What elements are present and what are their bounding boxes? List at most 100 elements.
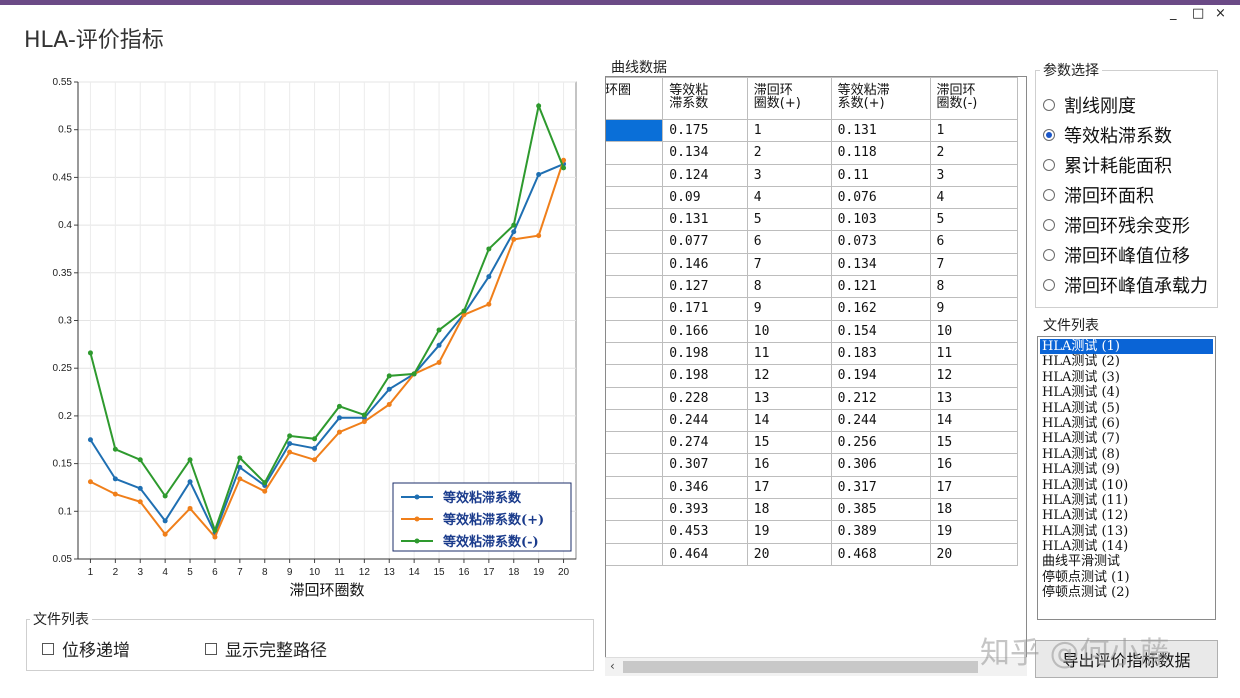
table-header-cell[interactable]: 等效粘滞 系数(+)	[830, 77, 931, 120]
radio-option[interactable]: 等效粘滞系数	[1043, 122, 1172, 148]
radio-button-icon[interactable]	[1043, 189, 1055, 201]
table-cell[interactable]: 3	[746, 163, 832, 187]
table-cell[interactable]	[606, 453, 664, 477]
table-cell[interactable]: 8	[929, 275, 1019, 299]
table-cell[interactable]	[606, 163, 664, 187]
table-cell[interactable]: 15	[929, 431, 1019, 455]
checkbox-displacement-increment[interactable]: 位移递增	[42, 636, 130, 661]
list-item[interactable]: HLA测试 (6)	[1042, 415, 1120, 431]
list-item[interactable]: 停顿点测试 (1)	[1042, 569, 1130, 585]
table-cell[interactable]: 0.146	[662, 252, 748, 277]
table-row[interactable]: 0.175 1 0.131 1	[606, 118, 1019, 143]
table-header-cell[interactable]: 滞回环 圈数(-)	[929, 77, 1019, 120]
table-cell[interactable]: 0.171	[662, 297, 748, 321]
list-item[interactable]: HLA测试 (8)	[1042, 446, 1120, 462]
table-cell[interactable]	[606, 319, 664, 343]
list-item[interactable]: 曲线平滑测试	[1042, 554, 1121, 570]
table-cell[interactable]: 6	[746, 230, 832, 254]
table-row[interactable]: 0.274 15 0.256 15	[606, 431, 1019, 455]
table-cell[interactable]: 0.118	[830, 141, 931, 165]
table-cell[interactable]: 5	[929, 208, 1019, 232]
table-cell[interactable]: 12	[746, 364, 832, 388]
table-row[interactable]: 0.228 13 0.212 13	[606, 386, 1019, 410]
table-cell[interactable]	[606, 542, 664, 566]
table-cell[interactable]: 0.09	[662, 185, 748, 210]
table-row[interactable]: 0.198 12 0.194 12	[606, 364, 1019, 388]
table-cell[interactable]: 0.194	[830, 364, 931, 388]
file-listbox[interactable]: HLA测试 (1) HLA测试 (2) HLA测试 (3) HLA测试 (4) HLA测…	[1037, 336, 1216, 620]
table-cell[interactable]: 0.076	[830, 185, 931, 210]
table-cell[interactable]: 0.198	[662, 364, 748, 388]
table-row[interactable]: 0.393 18 0.385 18	[606, 498, 1019, 522]
list-item[interactable]: HLA测试 (12)	[1042, 508, 1129, 524]
scrollbar-thumb[interactable]	[623, 661, 978, 673]
table-cell[interactable]: 17	[746, 475, 832, 500]
table-cell[interactable]: 0.183	[830, 341, 931, 366]
table-row[interactable]: 0.307 16 0.306 16	[606, 453, 1019, 477]
list-item[interactable]: HLA测试 (11)	[1042, 492, 1129, 508]
table-row[interactable]: 0.146 7 0.134 7	[606, 252, 1019, 277]
table-cell[interactable]: 0.175	[662, 118, 748, 143]
table-header-cell[interactable]: 环圈	[606, 77, 664, 120]
radio-button-icon[interactable]	[1043, 279, 1055, 291]
table-cell[interactable]: 17	[929, 475, 1019, 500]
table-cell[interactable]: 20	[746, 542, 832, 566]
table-cell[interactable]: 0.103	[830, 208, 931, 232]
table-cell[interactable]: 0.127	[662, 275, 748, 299]
table-cell[interactable]: 0.131	[662, 208, 748, 232]
list-item[interactable]: HLA测试 (13)	[1042, 523, 1129, 539]
table-cell[interactable]: 9	[746, 297, 832, 321]
table-cell[interactable]: 0.212	[830, 386, 931, 410]
table-cell[interactable]: 2	[746, 141, 832, 165]
table-cell[interactable]: 12	[929, 364, 1019, 388]
table-cell[interactable]	[606, 475, 664, 500]
table-cell[interactable]	[606, 275, 664, 299]
radio-button-icon[interactable]	[1043, 159, 1055, 171]
close-icon[interactable]: ×	[1215, 6, 1226, 21]
table-cell[interactable]: 0.198	[662, 341, 748, 366]
table-row[interactable]: 0.166 10 0.154 10	[606, 319, 1019, 343]
radio-button-icon[interactable]	[1043, 249, 1055, 261]
table-cell[interactable]: 0.244	[830, 408, 931, 433]
table-row[interactable]: 0.198 11 0.183 11	[606, 341, 1019, 366]
table-cell[interactable]: 2	[929, 141, 1019, 165]
table-header-cell[interactable]: 等效粘 滞系数	[662, 77, 748, 120]
table-row[interactable]: 0.346 17 0.317 17	[606, 475, 1019, 500]
table-cell[interactable]: 0.228	[662, 386, 748, 410]
table-row[interactable]: 0.077 6 0.073 6	[606, 230, 1019, 254]
table-cell[interactable]: 0.389	[830, 520, 931, 544]
list-item[interactable]: HLA测试 (10)	[1042, 477, 1129, 493]
horizontal-scrollbar[interactable]: ‹	[605, 657, 1027, 676]
table-cell[interactable]: 0.306	[830, 453, 931, 477]
table-cell[interactable]: 19	[746, 520, 832, 544]
table-cell[interactable]: 0.134	[830, 252, 931, 277]
table-cell[interactable]: 1	[929, 118, 1019, 143]
radio-button-icon[interactable]	[1043, 219, 1055, 231]
table-cell[interactable]: 18	[746, 498, 832, 522]
table-cell[interactable]: 0.317	[830, 475, 931, 500]
table-cell[interactable]: 10	[746, 319, 832, 343]
table-cell[interactable]	[606, 185, 664, 210]
table-cell[interactable]: 3	[929, 163, 1019, 187]
radio-option[interactable]: 滞回环峰值承载力	[1043, 272, 1208, 298]
table-cell[interactable]: 0.073	[830, 230, 931, 254]
table-cell[interactable]: 0.077	[662, 230, 748, 254]
table-row[interactable]: 0.464 20 0.468 20	[606, 542, 1019, 566]
checkbox-icon[interactable]	[42, 642, 54, 655]
table-cell[interactable]: 8	[746, 275, 832, 299]
table-cell[interactable]	[606, 141, 664, 165]
table-cell[interactable]: 0.134	[662, 141, 748, 165]
table-cell[interactable]	[606, 230, 664, 254]
table-cell[interactable]: 13	[929, 386, 1019, 410]
table-cell[interactable]: 14	[746, 408, 832, 433]
table-cell[interactable]: 5	[746, 208, 832, 232]
table-cell[interactable]: 0.154	[830, 319, 931, 343]
list-item[interactable]: HLA测试 (9)	[1042, 462, 1120, 478]
table-cell[interactable]: 0.385	[830, 498, 931, 522]
table-cell[interactable]: 13	[746, 386, 832, 410]
list-item[interactable]: HLA测试 (2)	[1042, 354, 1120, 370]
table-cell[interactable]	[606, 341, 664, 366]
table-cell[interactable]	[606, 408, 664, 433]
maximize-icon[interactable]: □	[1192, 6, 1205, 21]
table-cell[interactable]: 0.464	[662, 542, 748, 566]
